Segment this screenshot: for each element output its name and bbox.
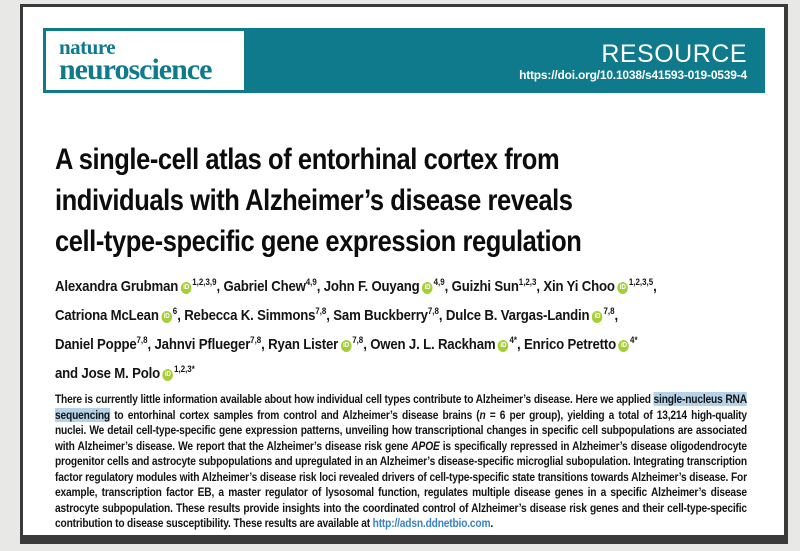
author-affiliation-superscript: 4* bbox=[630, 335, 638, 345]
author-name: Dulce B. Vargas-Landin bbox=[445, 307, 590, 324]
author-line: Alexandra Grubman iD1,2,3,9, Gabriel Chew… bbox=[55, 277, 657, 295]
abstract-text: is specifically repressed in Alzheimer’s… bbox=[55, 438, 747, 531]
author-name: Rebecca K. Simmons bbox=[184, 307, 316, 324]
author-affiliation-superscript: 1,2,3* bbox=[174, 364, 195, 374]
orcid-icon[interactable]: iD bbox=[592, 311, 603, 323]
author-name: Xin Yi Choo bbox=[543, 278, 615, 295]
author-name: Owen J. L. Rackham bbox=[370, 336, 496, 353]
abstract-text: to entorhinal cortex samples from contro… bbox=[109, 407, 480, 422]
author-affiliation-superscript: 7,8 bbox=[250, 335, 262, 345]
author-affiliation-superscript: 4,9 bbox=[305, 277, 317, 287]
journal-header: nature neuroscience RESOURCE https://doi… bbox=[43, 28, 765, 93]
article-title: A single-cell atlas of entorhinal cortex… bbox=[55, 139, 747, 262]
orcid-icon[interactable]: iD bbox=[180, 282, 192, 294]
author-affiliation-superscript: 1,2,3,5 bbox=[628, 277, 654, 287]
article-title-line: A single-cell atlas of entorhinal cortex… bbox=[55, 143, 560, 176]
abstract-text: . bbox=[490, 516, 494, 530]
article-type-label: RESOURCE bbox=[601, 39, 747, 68]
author-affiliation-superscript: 7,8 bbox=[427, 306, 439, 316]
journal-logo: nature neuroscience bbox=[43, 28, 247, 93]
orcid-icon[interactable]: iD bbox=[161, 311, 172, 323]
paper-page: nature neuroscience RESOURCE https://doi… bbox=[20, 4, 788, 544]
author-affiliation-superscript: 6 bbox=[172, 306, 178, 316]
author-affiliation-superscript: 4,9 bbox=[433, 277, 445, 287]
abstract-italic-text: n bbox=[479, 407, 486, 422]
author-affiliation-superscript: 7,8 bbox=[352, 335, 364, 345]
author-list: Alexandra Grubman iD1,2,3,9, Gabriel Chew… bbox=[55, 270, 747, 386]
author-name: Ryan Lister bbox=[268, 336, 339, 353]
author-line: Catriona McLean iD6, Rebecca K. Simmons7,… bbox=[55, 306, 619, 324]
author-affiliation-superscript: 4* bbox=[509, 335, 517, 345]
abstract-paragraph: There is currently little information av… bbox=[55, 392, 747, 532]
article-title-line: individuals with Alzheimer’s disease rev… bbox=[55, 184, 573, 217]
author-name: Enrico Petretto bbox=[523, 336, 616, 353]
author-name: Catriona McLean bbox=[55, 307, 159, 324]
author-line: and Jose M. Polo iD1,2,3* bbox=[55, 357, 747, 386]
author-affiliation-superscript: 7,8 bbox=[315, 306, 327, 316]
author-name: Alexandra Grubman bbox=[55, 278, 179, 295]
orcid-icon[interactable]: iD bbox=[498, 340, 509, 352]
abstract-link[interactable]: http://adsn.ddnetbio.com bbox=[372, 516, 491, 530]
author-affiliation-superscript: 1,2,3 bbox=[518, 277, 537, 287]
author-name: Guizhi Sun bbox=[451, 278, 519, 295]
journal-name-line1: nature bbox=[59, 35, 116, 59]
abstract-text: There is currently little information av… bbox=[55, 392, 654, 406]
author-name: Gabriel Chew bbox=[223, 278, 306, 295]
orcid-icon[interactable]: iD bbox=[162, 369, 174, 381]
author-affiliation-superscript: 7,8 bbox=[136, 335, 148, 345]
journal-name-line2: neuroscience bbox=[59, 53, 212, 86]
author-line: Daniel Poppe7,8, Jahnvi Pflueger7,8, Rya… bbox=[55, 335, 638, 353]
doi-link[interactable]: https://doi.org/10.1038/s41593-019-0539-… bbox=[519, 67, 747, 82]
author-name: and Jose M. Polo bbox=[55, 365, 161, 382]
orcid-icon[interactable]: iD bbox=[617, 282, 629, 294]
author-affiliation-superscript: 7,8 bbox=[603, 306, 615, 316]
orcid-icon[interactable]: iD bbox=[422, 282, 433, 294]
author-name: John F. Ouyang bbox=[323, 278, 420, 295]
article-content: A single-cell atlas of entorhinal cortex… bbox=[55, 93, 747, 535]
orcid-icon[interactable]: iD bbox=[340, 340, 352, 352]
abstract-text: = 6 per group), yielding a total of 13,2… bbox=[55, 407, 747, 453]
author-name: Jahnvi Pflueger bbox=[154, 336, 251, 353]
article-title-line: cell-type-specific gene expression regul… bbox=[55, 225, 582, 258]
orcid-icon[interactable]: iD bbox=[618, 340, 630, 352]
resource-banner: RESOURCE https://doi.org/10.1038/s41593-… bbox=[247, 28, 765, 93]
author-affiliation-superscript: 1,2,3,9 bbox=[192, 277, 217, 287]
author-name: Sam Buckberry bbox=[333, 307, 428, 324]
abstract-italic-text: APOE bbox=[411, 438, 440, 453]
author-name: Daniel Poppe bbox=[55, 336, 137, 353]
